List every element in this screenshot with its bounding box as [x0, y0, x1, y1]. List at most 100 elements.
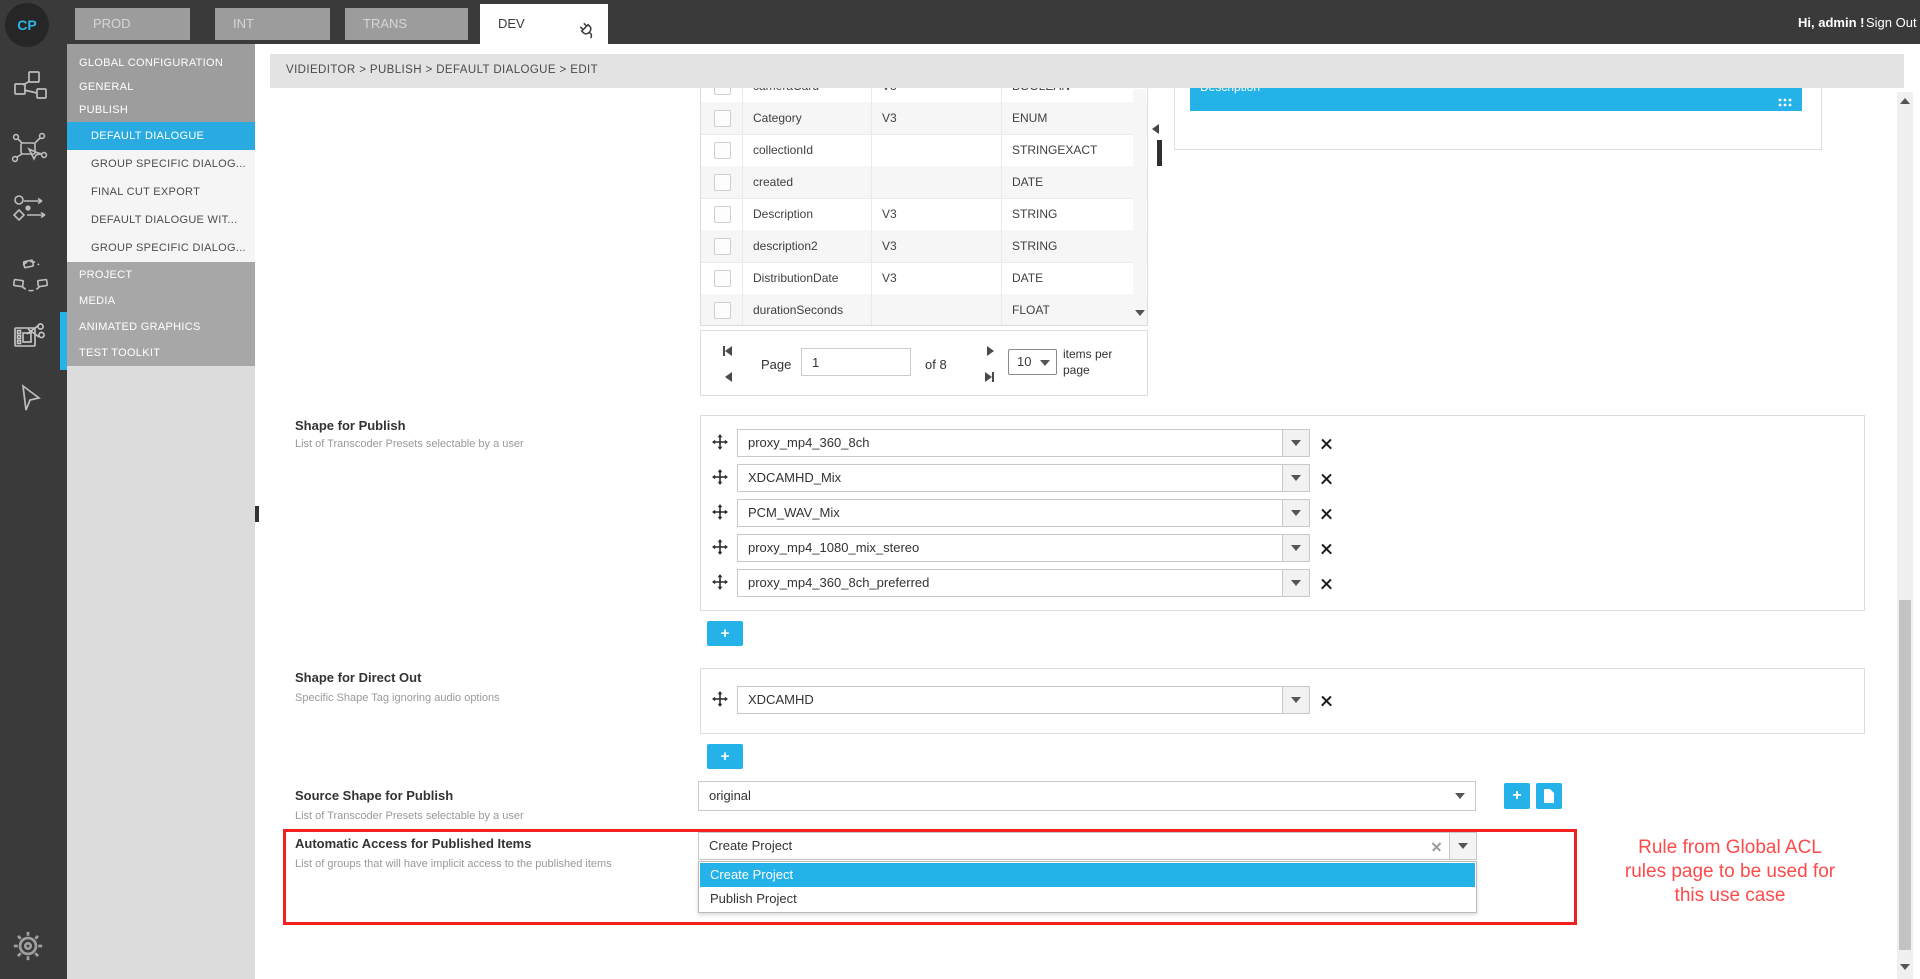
drag-handle-icon[interactable]	[712, 691, 728, 712]
table-row[interactable]: collectionId STRINGEXACT	[701, 134, 1147, 167]
tab-dev[interactable]: DEV	[480, 4, 608, 48]
dropdown-caret[interactable]	[1282, 500, 1309, 526]
sidebar-item-animated-graphics[interactable]: ANIMATED GRAPHICS	[79, 321, 201, 333]
sidebar-item-test-toolkit[interactable]: TEST TOOLKIT	[79, 347, 161, 359]
sidebar-item-general[interactable]: GENERAL	[79, 81, 134, 93]
main-scrollbar-thumb[interactable]	[1899, 600, 1911, 950]
table-row[interactable]: created DATE	[701, 166, 1147, 199]
add-source-shape-button[interactable]: +	[1504, 783, 1530, 809]
remove-preset-icon[interactable]	[1320, 694, 1333, 707]
sidebar-item-final-cut-export[interactable]: FINAL CUT EXPORT	[91, 186, 201, 198]
option-publish-project[interactable]: Publish Project	[710, 891, 797, 906]
table-row[interactable]: Description V3 STRING	[701, 198, 1147, 231]
remove-preset-icon[interactable]	[1320, 542, 1333, 555]
dropdown-caret[interactable]	[1282, 687, 1309, 713]
sidebar-item-group-specific-dialog[interactable]: GROUP SPECIFIC DIALOG...	[91, 158, 246, 170]
cell-version: V3	[872, 102, 1002, 134]
sidebar-splitter-handle[interactable]	[255, 506, 259, 522]
items-per-page-select[interactable]: 10	[1008, 349, 1057, 375]
panel-action-icon[interactable]	[1778, 94, 1792, 111]
dropdown-caret[interactable]	[1282, 465, 1309, 491]
sidebar-item-default-dialogue[interactable]: DEFAULT DIALOGUE	[67, 122, 255, 150]
drag-handle-icon[interactable]	[712, 434, 728, 455]
workflow-icon[interactable]	[11, 193, 51, 229]
remove-preset-icon[interactable]	[1320, 577, 1333, 590]
row-checkbox[interactable]	[714, 142, 731, 159]
drag-handle-icon[interactable]	[712, 574, 728, 595]
tab-prod[interactable]: PROD	[75, 8, 190, 40]
option-create-project[interactable]: Create Project	[700, 863, 1475, 887]
drag-handle-icon[interactable]	[712, 469, 728, 490]
annotation-line: rules page to be used for	[1624, 861, 1836, 882]
dropdown-caret[interactable]	[1282, 430, 1309, 456]
dropdown-caret[interactable]	[1282, 570, 1309, 596]
dropdown-caret[interactable]	[1282, 535, 1309, 561]
sidebar-item-project[interactable]: PROJECT	[79, 269, 133, 281]
cell-type: DATE	[1012, 271, 1044, 285]
table-row[interactable]: cameraCard V3 BOOLEAN	[701, 88, 1147, 103]
next-page-button[interactable]	[987, 343, 994, 361]
apps-network-icon[interactable]	[11, 131, 51, 167]
preset-dropdown[interactable]: proxy_mp4_360_8ch_preferred	[737, 569, 1310, 597]
pagination: Page of 8 10 items per page	[700, 330, 1148, 396]
tab-int[interactable]: INT	[215, 8, 330, 40]
scroll-up-icon[interactable]	[1900, 98, 1910, 104]
clear-selection-icon[interactable]	[1431, 841, 1442, 852]
row-checkbox[interactable]	[714, 238, 731, 255]
source-shape-dropdown[interactable]: original	[698, 781, 1476, 811]
table-row[interactable]: description2 V3 STRING	[701, 230, 1147, 263]
table-row[interactable]: DistributionDate V3 DATE	[701, 262, 1147, 295]
drag-handle-icon[interactable]	[712, 539, 728, 560]
automatic-access-combobox[interactable]: Create Project	[698, 832, 1477, 860]
sidebar-item-group-specific-dialog-2[interactable]: GROUP SPECIFIC DIALOG...	[91, 242, 246, 254]
tab-trans[interactable]: TRANS	[345, 8, 468, 40]
add-preset-button[interactable]: +	[707, 621, 743, 646]
add-direct-out-button[interactable]: +	[707, 744, 743, 769]
scroll-down-icon[interactable]	[1900, 964, 1910, 970]
test-runner-icon[interactable]	[11, 382, 51, 418]
shape-for-direct-out-subtitle: Specific Shape Tag ignoring audio option…	[295, 692, 500, 704]
video-editor-icon[interactable]	[11, 318, 51, 354]
preset-dropdown[interactable]: proxy_mp4_360_8ch	[737, 429, 1310, 457]
preset-dropdown[interactable]: XDCAMHD_Mix	[737, 464, 1310, 492]
dropdown-caret[interactable]	[1449, 833, 1476, 859]
sign-out-link[interactable]: Sign Out	[1866, 15, 1917, 30]
collaboration-icon[interactable]	[11, 258, 51, 294]
row-checkbox[interactable]	[714, 270, 731, 287]
row-checkbox[interactable]	[714, 174, 731, 191]
panel-splitter-handle[interactable]	[1157, 140, 1162, 166]
sidebar-item-publish[interactable]: PUBLISH	[79, 104, 129, 116]
cell-version	[872, 166, 1002, 198]
remove-preset-icon[interactable]	[1320, 437, 1333, 450]
drag-handle-icon[interactable]	[712, 504, 728, 525]
sidebar-item-global-configuration[interactable]: GLOBAL CONFIGURATION	[79, 57, 224, 69]
last-page-button[interactable]	[985, 369, 994, 387]
preset-dropdown[interactable]: PCM_WAV_Mix	[737, 499, 1310, 527]
cell-field-name: Description	[743, 198, 872, 230]
row-checkbox[interactable]	[714, 206, 731, 223]
browse-shape-button[interactable]	[1536, 783, 1562, 809]
remove-preset-icon[interactable]	[1320, 472, 1333, 485]
preset-dropdown[interactable]: proxy_mp4_1080_mix_stereo	[737, 534, 1310, 562]
sidebar-item-default-dialogue-wit[interactable]: DEFAULT DIALOGUE WIT...	[91, 214, 238, 226]
user-greeting: Hi, admin !	[1798, 15, 1865, 30]
row-checkbox[interactable]	[714, 302, 731, 319]
settings-gear-icon[interactable]	[11, 929, 51, 965]
table-row[interactable]: Category V3 ENUM	[701, 102, 1147, 135]
modules-icon[interactable]	[11, 68, 51, 104]
remove-preset-icon[interactable]	[1320, 507, 1333, 520]
sidebar-group-top	[67, 44, 255, 122]
row-checkbox[interactable]	[714, 110, 731, 127]
first-page-button[interactable]	[723, 343, 732, 361]
sidebar-item-media[interactable]: MEDIA	[79, 295, 116, 307]
table-row[interactable]: durationSeconds FLOAT	[701, 294, 1147, 325]
row-checkbox[interactable]	[714, 88, 731, 95]
cell-type: BOOLEAN	[1002, 88, 1147, 102]
table-scrollbar[interactable]	[1133, 89, 1146, 324]
panel-collapse-icon[interactable]	[1152, 124, 1159, 134]
cell-field-name: created	[743, 166, 872, 198]
preset-dropdown[interactable]: XDCAMHD	[737, 686, 1310, 714]
table-scroll-down-icon[interactable]	[1135, 310, 1145, 316]
prev-page-button[interactable]	[725, 369, 732, 387]
page-number-input[interactable]	[801, 348, 911, 376]
